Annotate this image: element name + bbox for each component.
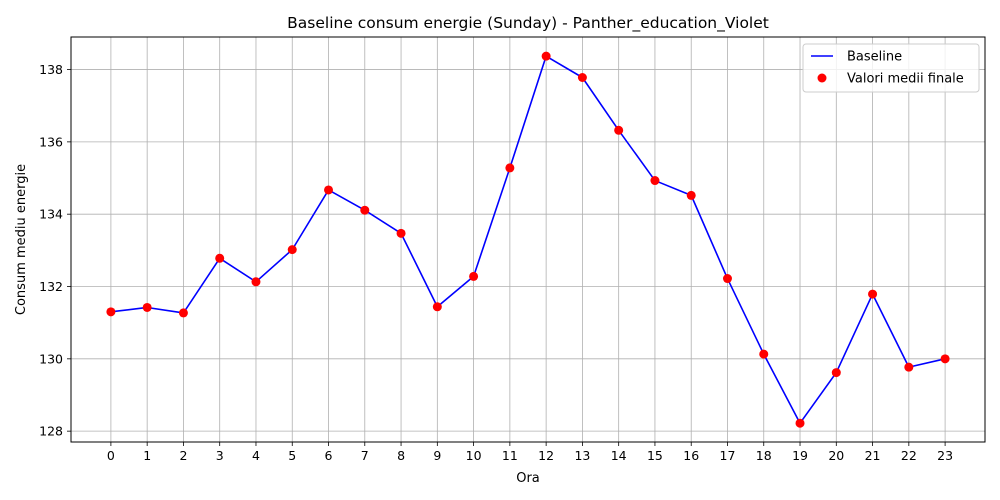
- y-axis-title: Consum mediu energie: [14, 164, 29, 315]
- x-tick-label-2: 2: [179, 448, 187, 463]
- grid: [71, 37, 985, 442]
- y-tick-label-5: 138: [39, 62, 63, 77]
- x-tick-label-9: 9: [433, 448, 441, 463]
- y-tick-label-0: 128: [39, 424, 63, 439]
- data-point-16: [686, 190, 696, 200]
- x-tick-label-19: 19: [792, 448, 808, 463]
- data-point-22: [904, 362, 914, 372]
- data-point-11: [505, 163, 515, 173]
- data-point-2: [178, 308, 188, 318]
- plot-area-frame: [70, 36, 986, 443]
- x-tick-label-11: 11: [502, 448, 518, 463]
- data-point-0: [106, 307, 116, 317]
- scatter-points-layer: [106, 51, 950, 428]
- y-tick-label-4: 136: [39, 134, 63, 149]
- x-tick-label-16: 16: [683, 448, 699, 463]
- data-point-21: [868, 289, 878, 299]
- data-point-17: [722, 274, 732, 284]
- legend-frame: [802, 43, 980, 93]
- data-point-5: [287, 245, 297, 255]
- data-point-13: [577, 73, 587, 82]
- x-tick-label-17: 17: [720, 448, 736, 463]
- x-tick-label-1: 1: [143, 448, 151, 463]
- x-axis: 0 1 2 3 4 5 6 7 8 9 10 11 12 13 14 15 16 17 18 19 20 21 22 23: [107, 442, 953, 463]
- x-tick-label-14: 14: [611, 448, 627, 463]
- legend: Baseline Valori medii finale: [802, 43, 980, 93]
- data-point-1: [142, 302, 152, 312]
- data-point-19: [795, 418, 805, 428]
- x-tick-label-13: 13: [574, 448, 590, 463]
- x-tick-label-3: 3: [216, 448, 224, 463]
- x-tick-label-6: 6: [325, 448, 333, 463]
- x-tick-label-20: 20: [828, 448, 844, 463]
- legend-label-valori: Valori medii finale: [847, 72, 964, 87]
- data-point-15: [650, 176, 660, 186]
- baseline-line-layer: [110, 55, 946, 425]
- y-tick-label-2: 132: [39, 279, 63, 294]
- chart-title: Baseline consum energie (Sunday) - Panth…: [287, 14, 769, 33]
- x-tick-label-21: 21: [865, 448, 881, 463]
- data-point-12: [541, 51, 551, 61]
- x-tick-label-22: 22: [901, 448, 917, 463]
- x-tick-label-7: 7: [361, 448, 369, 463]
- data-point-20: [831, 368, 841, 378]
- y-tick-label-3: 134: [39, 207, 63, 222]
- x-tick-label-15: 15: [647, 448, 663, 463]
- x-tick-label-8: 8: [397, 448, 405, 463]
- x-tick-label-5: 5: [288, 448, 296, 463]
- series-line-baseline: [110, 55, 946, 425]
- data-point-9: [432, 302, 442, 312]
- data-point-3: [215, 253, 225, 263]
- y-axis: 128 130 132 134 136 138: [39, 62, 71, 439]
- x-tick-label-4: 4: [252, 448, 260, 463]
- x-tick-label-12: 12: [538, 448, 554, 463]
- data-point-10: [469, 271, 479, 281]
- legend-label-baseline: Baseline: [847, 50, 902, 65]
- x-tick-label-18: 18: [756, 448, 772, 463]
- x-tick-label-10: 10: [466, 448, 482, 463]
- data-point-18: [759, 349, 769, 359]
- data-point-14: [614, 125, 624, 135]
- data-point-4: [251, 277, 261, 287]
- legend-scatter-marker: [817, 73, 827, 83]
- data-point-7: [360, 205, 370, 215]
- x-axis-title: Ora: [516, 471, 540, 486]
- data-point-23: [940, 354, 950, 364]
- data-point-8: [396, 228, 406, 238]
- data-point-6: [324, 185, 334, 195]
- y-tick-label-1: 130: [39, 351, 63, 366]
- x-tick-label-23: 23: [937, 448, 953, 463]
- x-tick-label-0: 0: [107, 448, 115, 463]
